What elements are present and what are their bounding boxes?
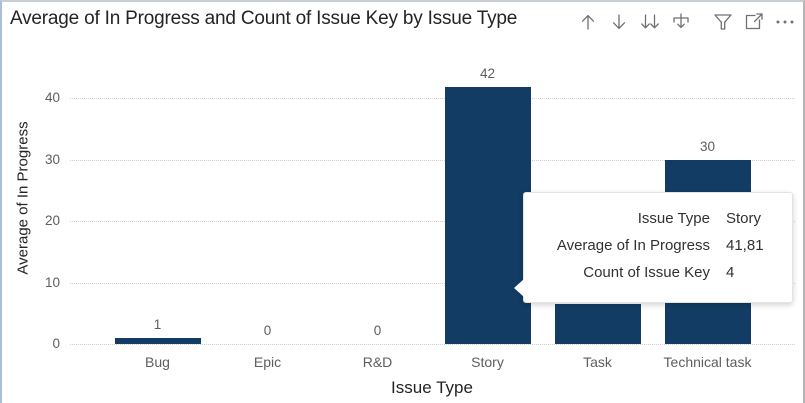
drill-down-icon[interactable] [607,10,631,34]
tooltip-value: Story [726,210,762,227]
tooltip-label: Count of Issue Key [583,264,710,281]
x-axis-title: Issue Type [391,378,473,397]
expand-all-levels-icon[interactable] [638,10,662,34]
data-label: 30 [699,139,716,154]
y-axis-tick-label: 0 [52,336,60,351]
tooltip-row: Issue Type Story [536,205,792,232]
y-axis-tick-label: 10 [44,274,60,290]
tooltip-value: 41,81 [726,237,764,254]
x-axis-category-label: R&D [362,354,393,370]
filter-icon[interactable] [711,10,735,34]
tooltip-label: Average of In Progress [556,237,710,254]
y-axis-tick-label: 20 [44,213,60,229]
visual-header-toolbar [576,10,797,34]
more-options-icon[interactable] [773,10,797,34]
bar-bug[interactable] [114,338,201,344]
visual-title: Average of In Progress and Count of Issu… [10,8,518,29]
bar-story[interactable] [444,87,531,344]
tooltip-label: Issue Type [637,210,710,227]
gridline [70,221,795,223]
data-label: 1 [153,317,162,332]
x-axis-category-label: Task [583,354,612,370]
focus-mode-icon[interactable] [742,10,766,34]
gridline [70,282,795,284]
bar-task[interactable] [554,304,641,344]
tooltip-value: 4 [726,264,735,281]
y-axis-tick-label: 30 [44,151,60,167]
x-axis-category-label: Bug [145,354,170,370]
y-axis-tick-label: 40 [44,90,60,106]
data-label: 42 [479,66,496,81]
tooltip-row: Average of In Progress 41,81 [536,232,792,259]
tooltip: Issue Type Story Average of In Progress … [523,192,793,303]
x-axis-category-label: Technical task [663,354,752,370]
data-label: 0 [373,323,382,338]
data-label: 0 [263,323,272,338]
x-axis-category-label: Story [471,354,504,370]
tooltip-row: Count of Issue Key 4 [536,259,792,286]
go-to-next-level-icon[interactable] [669,10,693,34]
gridline [70,344,795,345]
gridline [70,98,795,100]
x-axis-category-label: Epic [253,354,282,370]
gridline [70,159,795,161]
drill-up-icon[interactable] [576,10,600,34]
